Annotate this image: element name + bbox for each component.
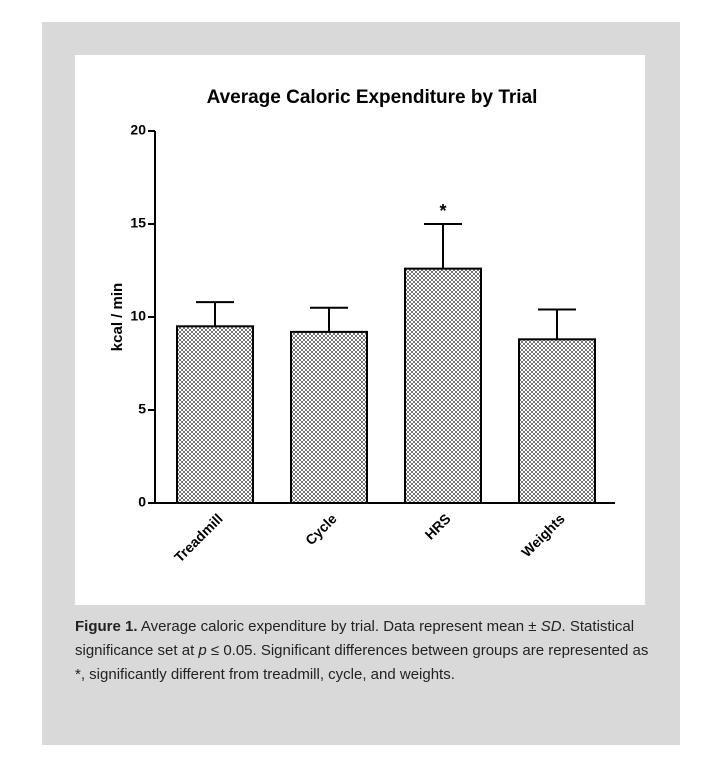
caption-text: SD	[540, 618, 562, 635]
caption: Figure 1. Average caloric expenditure by…	[75, 615, 655, 687]
chart-title: Average Caloric Expenditure by Trial	[207, 87, 538, 108]
bar	[404, 267, 482, 504]
y-tick-label: 5	[138, 401, 146, 417]
y-tick-label: 10	[130, 308, 146, 324]
x-tick-label: HRS	[422, 510, 454, 542]
x-tick-label: Cycle	[302, 510, 340, 548]
caption-label: Figure 1.	[75, 618, 138, 635]
annotation: *	[439, 201, 446, 221]
bar	[518, 338, 596, 504]
y-tick-label: 15	[130, 215, 146, 231]
bar	[290, 330, 368, 504]
figure-frame: Average Caloric Expenditure by Trial kca…	[42, 22, 680, 745]
y-tick-label: 20	[130, 122, 146, 138]
caption-text: p	[198, 642, 207, 659]
bar	[176, 325, 254, 504]
caption-text: Average caloric expenditure by trial. Da…	[140, 618, 541, 635]
chart: Average Caloric Expenditure by Trial kca…	[109, 87, 615, 565]
x-tick-label: Weights	[518, 510, 568, 560]
y-axis-label: kcal / min	[109, 283, 126, 351]
chart-panel: Average Caloric Expenditure by Trial kca…	[75, 55, 645, 605]
x-tick-label: Treadmill	[171, 510, 226, 565]
caption-text: . Statistical significance set at	[75, 618, 635, 659]
caption-text: ≤ 0.05. Significant differences between …	[75, 642, 649, 683]
y-tick-label: 0	[138, 494, 146, 510]
